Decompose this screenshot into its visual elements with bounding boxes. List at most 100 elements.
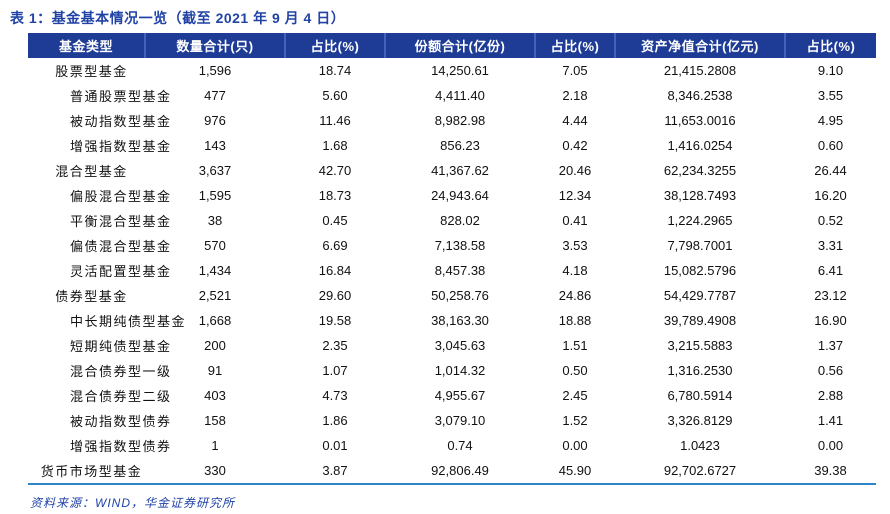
value-cell: 9.10 [817, 63, 844, 78]
value-cell: 5.60 [322, 88, 348, 103]
header-col-6: 占比(%) [784, 33, 876, 58]
header-col-4: 占比(%) [534, 33, 615, 58]
value-cell: 3,326.8129 [667, 413, 733, 428]
value-cell: 1.52 [562, 413, 588, 428]
value-cell: 7,138.58 [434, 238, 486, 253]
value-cell: 0.50 [562, 363, 588, 378]
value-cell: 570 [204, 238, 226, 253]
value-cell: 16.90 [814, 313, 847, 328]
value-cell: 0.42 [562, 138, 588, 153]
table-row: 股票型基金 1,596 18.74 14,250.61 7.05 21,415.2808 9… [28, 58, 876, 83]
value-cell: 18.74 [318, 63, 352, 78]
value-cell: 18.73 [318, 188, 352, 203]
value-cell: 143 [204, 138, 226, 153]
value-cell: 4.95 [817, 113, 844, 128]
header-row: 基金类型 数量合计(只) 占比(%) 份额合计(亿份) 占比(%) 资产净值合计(亿元) 占… [28, 33, 876, 58]
table-row: 增强指数型基金 143 1.68 856.23 0.42 1,416.0254 0.60 [28, 133, 876, 158]
header-col-0: 基金类型 [28, 33, 145, 58]
value-cell: 330 [204, 463, 226, 478]
value-cell: 91 [207, 363, 223, 378]
value-cell: 158 [204, 413, 226, 428]
fund-type-cell: 货币市场型基金 [40, 464, 143, 479]
value-cell: 403 [204, 388, 226, 403]
value-cell: 39.38 [814, 463, 847, 478]
value-cell: 3.55 [817, 88, 844, 103]
value-cell: 0.00 [562, 438, 588, 453]
value-cell: 21,415.2808 [663, 63, 737, 78]
value-cell: 0.45 [322, 213, 348, 228]
value-cell: 39,789.4908 [663, 313, 737, 328]
value-cell: 0.52 [817, 213, 844, 228]
value-cell: 1,416.0254 [667, 138, 733, 153]
table-row: 货币市场型基金 330 3.87 92,806.49 45.90 92,702.6727 3… [28, 458, 876, 484]
value-cell: 92,702.6727 [663, 463, 737, 478]
value-cell: 1,224.2965 [667, 213, 733, 228]
value-cell: 1.37 [817, 338, 844, 353]
value-cell: 0.00 [817, 438, 844, 453]
value-cell: 18.88 [558, 313, 592, 328]
value-cell: 23.12 [814, 288, 847, 303]
value-cell: 2,521 [198, 288, 232, 303]
table-row: 中长期纯债型基金 1,668 19.58 38,163.30 18.88 39,789.4… [28, 308, 876, 333]
value-cell: 3.53 [562, 238, 588, 253]
table-row: 平衡混合型基金 38 0.45 828.02 0.41 1,224.2965 0.52 [28, 208, 876, 233]
value-cell: 1.51 [562, 338, 588, 353]
value-cell: 4,955.67 [434, 388, 486, 403]
value-cell: 15,082.5796 [663, 263, 737, 278]
header-col-2: 占比(%) [284, 33, 385, 58]
value-cell: 26.44 [814, 163, 847, 178]
fund-type-cell: 增强指数型基金 [70, 139, 172, 154]
value-cell: 24,943.64 [431, 188, 489, 203]
value-cell: 2.18 [562, 88, 588, 103]
value-cell: 4.44 [562, 113, 588, 128]
value-cell: 1.0423 [680, 438, 720, 453]
value-cell: 1,014.32 [434, 363, 486, 378]
value-cell: 1.68 [322, 138, 348, 153]
table-row: 混合债券型二级 403 4.73 4,955.67 2.45 6,780.5914 2.88 [28, 383, 876, 408]
value-cell: 3.87 [322, 463, 348, 478]
fund-type-cell: 被动指数型基金 [70, 114, 172, 129]
value-cell: 2.88 [817, 388, 844, 403]
value-cell: 7,798.7001 [667, 238, 733, 253]
value-cell: 1.41 [817, 413, 844, 428]
fund-type-cell: 被动指数型债券 [70, 414, 172, 429]
value-cell: 0.41 [562, 213, 588, 228]
value-cell: 1 [211, 438, 219, 453]
value-cell: 8,457.38 [434, 263, 486, 278]
fund-overview-table: 基金类型 数量合计(只) 占比(%) 份额合计(亿份) 占比(%) 资产净值合计(亿元) 占… [28, 33, 876, 485]
fund-type-cell: 偏股混合型基金 [70, 189, 172, 204]
value-cell: 42.70 [318, 163, 352, 178]
value-cell: 3,637 [198, 163, 232, 178]
value-cell: 50,258.76 [431, 288, 489, 303]
value-cell: 38,128.7493 [663, 188, 737, 203]
value-cell: 856.23 [440, 138, 480, 153]
table-row: 普通股票型基金 477 5.60 4,411.40 2.18 8,346.2538 3.55 [28, 83, 876, 108]
fund-type-cell: 中长期纯债型基金 [70, 314, 187, 329]
value-cell: 0.01 [322, 438, 348, 453]
value-cell: 16.84 [318, 263, 352, 278]
fund-type-cell: 股票型基金 [55, 64, 128, 79]
value-cell: 200 [204, 338, 226, 353]
fund-type-cell: 混合型基金 [55, 164, 128, 179]
table-row: 短期纯债型基金 200 2.35 3,045.63 1.51 3,215.5883 1.37 [28, 333, 876, 358]
value-cell: 2.35 [322, 338, 348, 353]
value-cell: 20.46 [558, 163, 592, 178]
fund-type-cell: 增强指数型债券 [70, 439, 172, 454]
value-cell: 1,596 [198, 63, 232, 78]
fund-type-cell: 平衡混合型基金 [70, 214, 172, 229]
table-row: 混合型基金 3,637 42.70 41,367.62 20.46 62,234.3255… [28, 158, 876, 183]
value-cell: 11,653.0016 [664, 113, 736, 128]
table-row: 偏股混合型基金 1,595 18.73 24,943.64 12.34 38,128.74… [28, 183, 876, 208]
value-cell: 0.56 [817, 363, 844, 378]
value-cell: 6.69 [322, 238, 348, 253]
value-cell: 828.02 [440, 213, 480, 228]
table-row: 被动指数型债券 158 1.86 3,079.10 1.52 3,326.8129 1.41 [28, 408, 876, 433]
value-cell: 3.31 [817, 238, 844, 253]
value-cell: 0.74 [447, 438, 473, 453]
value-cell: 45.90 [558, 463, 592, 478]
value-cell: 7.05 [562, 63, 588, 78]
value-cell: 3,215.5883 [667, 338, 733, 353]
table-row: 增强指数型债券 1 0.01 0.74 0.00 1.0423 0.00 [28, 433, 876, 458]
value-cell: 29.60 [318, 288, 352, 303]
table-row: 债券型基金 2,521 29.60 50,258.76 24.86 54,429.7787… [28, 283, 876, 308]
